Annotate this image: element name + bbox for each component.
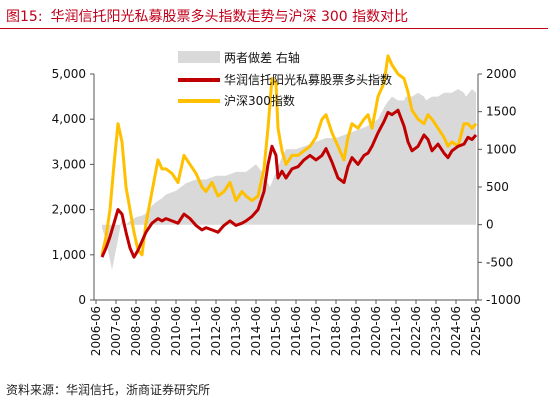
x-tick-label: 2009-06 xyxy=(149,306,163,356)
left-tick-label: 3,000 xyxy=(52,157,86,171)
right-tick-label: 1000 xyxy=(486,142,517,156)
x-tick-label: 2017-06 xyxy=(309,306,323,356)
axes-layer: 0 1,000 2,000 3,000 4,000 5,000 -1000 -500 0 500 1… xyxy=(52,67,521,356)
left-tick-label: 2,000 xyxy=(52,203,86,217)
x-tick-label: 2022-06 xyxy=(409,306,423,356)
x-tick-label: 2021-06 xyxy=(389,306,403,356)
left-tick-label: 1,000 xyxy=(52,248,86,262)
x-tick-label: 2015-06 xyxy=(269,306,283,356)
right-tick-label: 2000 xyxy=(486,67,517,81)
right-tick-label: -500 xyxy=(486,255,513,269)
legend-label-diff: 两者做差 右轴 xyxy=(224,50,300,65)
left-tick-label: 5,000 xyxy=(52,67,86,81)
x-tick-label: 2018-06 xyxy=(329,306,343,356)
x-tick-label: 2011-06 xyxy=(189,306,203,356)
right-tick-label: 0 xyxy=(486,218,494,232)
line-layer xyxy=(100,54,478,259)
x-tick-label: 2013-06 xyxy=(229,306,243,356)
x-tick-label: 2023-06 xyxy=(429,306,443,356)
title-rule xyxy=(0,28,548,29)
x-tick-label: 2006-06 xyxy=(89,306,103,356)
left-tick-label: 0 xyxy=(78,293,86,307)
x-tick-label: 2020-06 xyxy=(369,306,383,356)
x-tick-label: 2010-06 xyxy=(169,306,183,356)
left-tick-label: 4,000 xyxy=(52,112,86,126)
right-tick-label: 1500 xyxy=(486,105,517,119)
x-tick-label: 2019-06 xyxy=(349,306,363,356)
x-tick-label: 2016-06 xyxy=(289,306,303,356)
legend-label-hs300: 沪深300指数 xyxy=(224,93,295,108)
figure-title: 图15: 华润信托阳光私募股票多头指数走势与沪深 300 指数对比 xyxy=(6,6,408,26)
x-tick-label: 2025-06 xyxy=(469,306,483,356)
right-tick-label: 500 xyxy=(486,180,509,194)
legend-swatch-diff xyxy=(178,51,220,63)
x-tick-label: 2014-06 xyxy=(249,306,263,356)
x-tick-label: 2008-06 xyxy=(129,306,143,356)
x-tick-label: 2007-06 xyxy=(109,306,123,356)
legend-label-private: 华润信托阳光私募股票多头指数 xyxy=(224,72,392,87)
diff-area xyxy=(102,89,476,270)
figure-title-text: 华润信托阳光私募股票多头指数走势与沪深 300 指数对比 xyxy=(50,9,409,25)
source-note: 资料来源：华润信托，浙商证券研究所 xyxy=(6,383,211,397)
right-tick-label: -1000 xyxy=(486,293,521,307)
figure-number: 图15: xyxy=(6,9,43,25)
diff-area-layer xyxy=(102,89,476,270)
private-index-line xyxy=(100,108,478,259)
x-tick-label: 2012-06 xyxy=(209,306,223,356)
hs300-line xyxy=(100,54,478,257)
x-tick-label: 2024-06 xyxy=(449,306,463,356)
